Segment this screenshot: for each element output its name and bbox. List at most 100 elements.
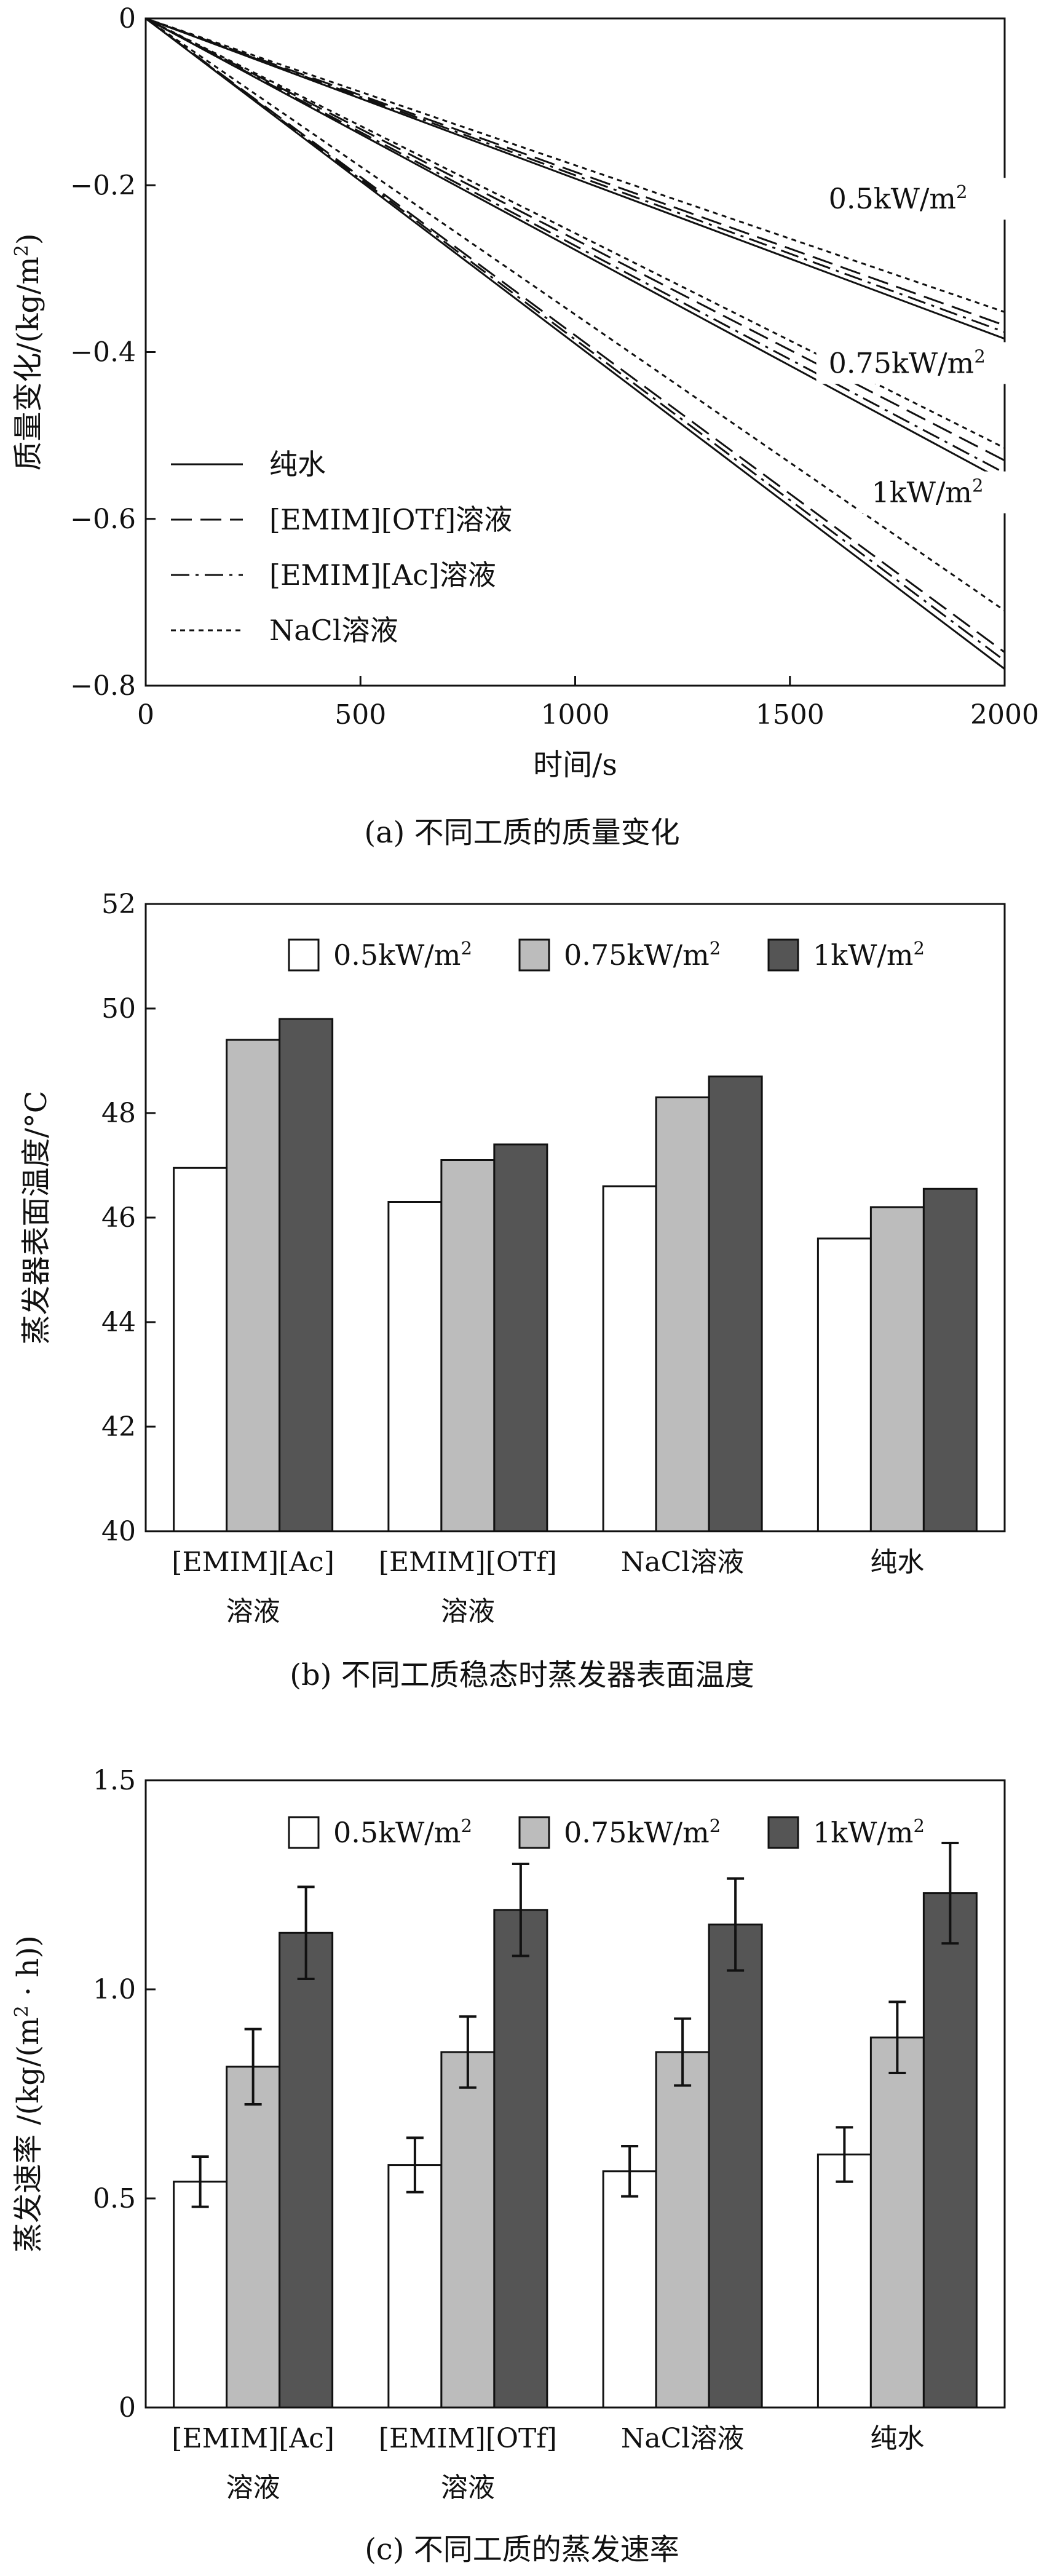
series-line-dotted	[145, 17, 1005, 313]
legend-label-sup: 2	[710, 1815, 721, 1836]
series-line-solid	[145, 17, 1005, 340]
legend-swatch	[288, 1816, 320, 1849]
bar	[602, 1185, 657, 1532]
bar	[655, 2051, 710, 2409]
x-tick-label: 500	[334, 699, 386, 731]
legend-label: 1kW/m2	[813, 1815, 925, 1849]
y-axis-title-main: 质量变化/(kg/m	[11, 256, 45, 470]
y-tick-label: −0.4	[70, 337, 136, 368]
series-label-main: 1kW/m	[871, 476, 972, 509]
legend-swatch	[518, 938, 550, 972]
y-tick-label: 0.5	[93, 2183, 136, 2214]
legend-label-main: 1kW/m	[813, 938, 914, 972]
y-axis-title-main: 蒸发速率 /(kg/(m	[11, 2017, 45, 2252]
category-label: [EMIM][Ac]	[172, 1547, 334, 1578]
bar	[922, 1892, 978, 2409]
bar	[173, 1167, 228, 1532]
category-label: 溶液	[226, 1596, 280, 1627]
category-label: 溶液	[441, 1596, 495, 1627]
y-tick-label: −0.2	[70, 170, 136, 201]
series-line-solid	[145, 17, 1005, 670]
bar	[440, 2051, 496, 2409]
series-label-sup: 2	[974, 346, 985, 367]
legend-swatch	[767, 1816, 799, 1849]
caption: (b) 不同工质稳态时蒸发器表面温度	[290, 1658, 754, 1692]
x-tick-label: 1000	[541, 699, 610, 731]
series-label-sup: 2	[972, 475, 983, 496]
legend-label: [EMIM][Ac]溶液	[269, 558, 496, 592]
x-tick-label: 2000	[970, 699, 1039, 731]
chart-b-surface-temperature: 40 42 44 46 48 50 52 蒸发器表面温度/°C [EMIM][Ac] 溶液 [EMI…	[19, 889, 1006, 1692]
y-tick-label: 1.0	[93, 1974, 136, 2005]
bar	[387, 1201, 443, 1532]
bar	[869, 2036, 925, 2409]
x-axis-title: 时间/s	[533, 748, 617, 782]
category-label: [EMIM][OTf]	[379, 2423, 557, 2454]
legend-label-main: 0.75kW/m	[564, 1816, 710, 1849]
caption: (c) 不同工质的蒸发速率	[365, 2532, 679, 2567]
category-label: 纯水	[870, 1547, 924, 1578]
legend-label-main: 0.5kW/m	[333, 1816, 461, 1849]
caption-a: (a) 不同工质的质量变化	[364, 815, 679, 850]
series-label-main: 0.5kW/m	[829, 182, 956, 215]
bar	[440, 1159, 496, 1532]
y-tick-label: 0	[119, 2392, 136, 2423]
category-label: NaCl溶液	[621, 1547, 744, 1578]
legend-label: [EMIM][OTf]溶液	[269, 503, 512, 536]
legend-swatch	[288, 938, 320, 972]
y-tick-label: 52	[101, 889, 136, 920]
series-label: 0.5kW/m2	[829, 181, 968, 215]
y-axis-title: 蒸发速率 /(kg/(m2 · h))	[11, 1935, 46, 2253]
y-axis-title-sup: 2	[11, 245, 33, 256]
x-tick-label: 0	[137, 699, 154, 731]
series-label: 0.75kW/m2	[829, 346, 986, 379]
legend-label: 0.5kW/m2	[333, 1815, 472, 1849]
series-line-dashdot	[145, 17, 1005, 662]
series-label: 1kW/m2	[871, 475, 983, 509]
legend-label-sup: 2	[710, 938, 721, 959]
legend-label-sup: 2	[461, 938, 472, 959]
category-label: 纯水	[870, 2423, 924, 2454]
chart-a-mass-change: 0 500 1000 1500 2000 0 −0.2 −0.4 −0.6 −0.8 时间/s 质量变…	[11, 3, 1044, 850]
bar	[817, 2154, 872, 2409]
legend-label: 0.5kW/m2	[333, 938, 472, 972]
series-line-dashed	[145, 17, 1005, 462]
series-label-bg	[816, 342, 1013, 384]
series-label-bg	[859, 471, 1044, 513]
bar	[922, 1187, 978, 1532]
category-label: [EMIM][Ac]	[172, 2423, 334, 2454]
series-label-bg	[816, 178, 1013, 220]
legend-swatch	[518, 1816, 550, 1849]
series-line-dotted	[145, 17, 1005, 449]
series-line-dashed	[145, 17, 1005, 653]
series-line-dashdot	[145, 17, 1005, 333]
series-line-dashed	[145, 17, 1005, 327]
y-axis-title-end: · h))	[11, 1935, 45, 2005]
series-label-sup: 2	[956, 181, 967, 202]
bar	[655, 1096, 710, 1532]
y-tick-label: 0	[119, 3, 136, 34]
y-tick-label: −0.8	[70, 670, 136, 702]
y-tick-label: 48	[101, 1098, 136, 1129]
legend-label: 0.75kW/m2	[564, 938, 721, 972]
series-line-dashdot	[145, 17, 1005, 474]
bar	[817, 1237, 872, 1532]
legend-label: 0.75kW/m2	[564, 1815, 721, 1849]
legend-label-main: 0.75kW/m	[564, 938, 710, 972]
legend-swatch	[767, 938, 799, 972]
y-axis-title-end: )	[11, 233, 45, 245]
bar	[493, 1909, 548, 2409]
bar	[708, 1924, 763, 2409]
bar	[708, 1076, 763, 1532]
bar	[387, 2164, 443, 2409]
series-line-solid	[145, 17, 1005, 483]
y-axis-title: 质量变化/(kg/m2)	[11, 233, 46, 470]
x-tick-label: 1500	[756, 699, 825, 731]
legend-label-main: 1kW/m	[813, 1816, 914, 1849]
bar	[493, 1143, 548, 1532]
category-label: 溶液	[226, 2472, 280, 2503]
legend-label-sup: 2	[914, 1815, 925, 1836]
bar	[226, 2066, 281, 2409]
category-label: NaCl溶液	[621, 2423, 744, 2454]
